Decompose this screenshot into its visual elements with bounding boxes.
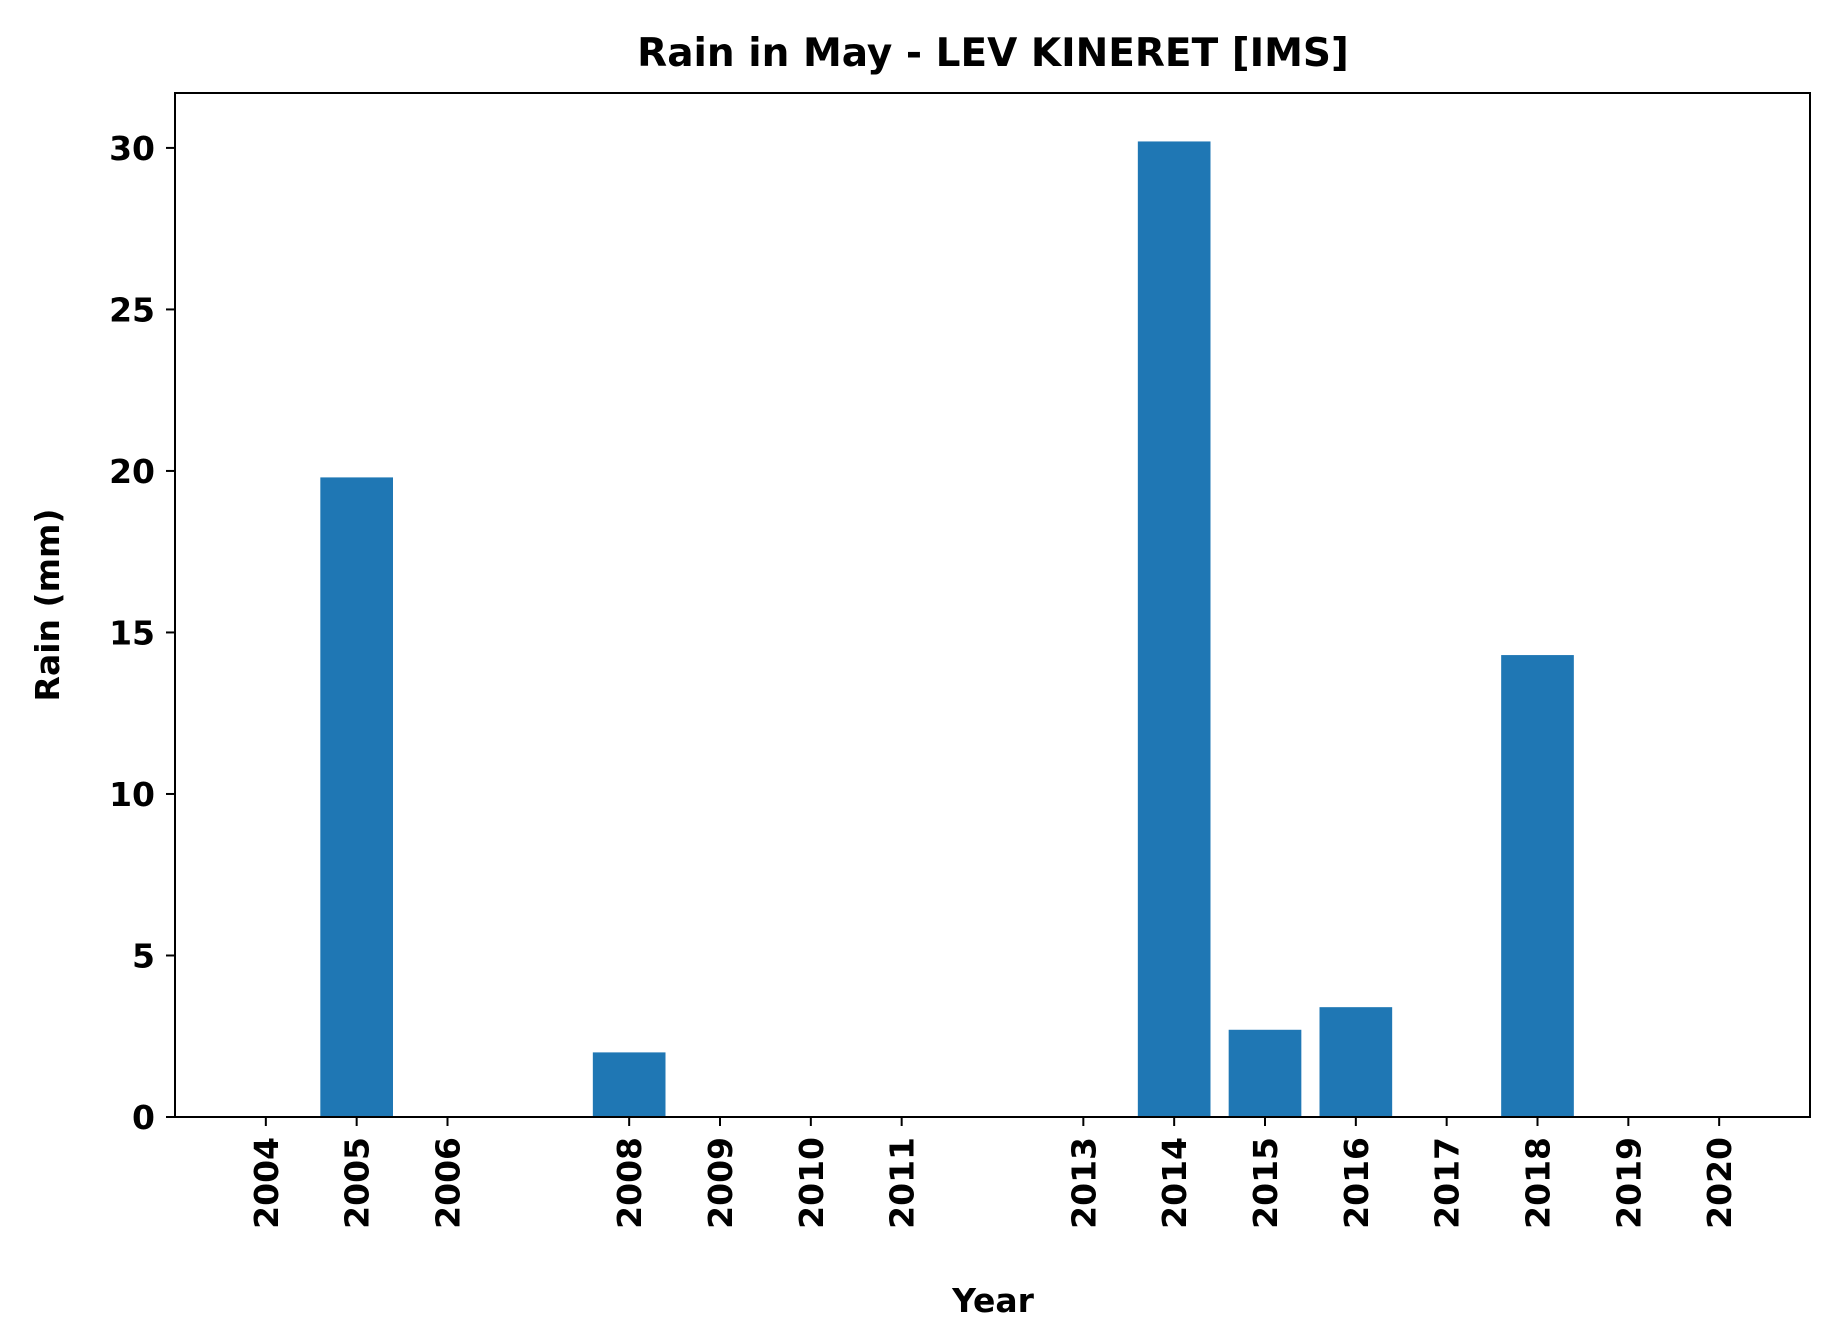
x-tick-label-2010: 2010 (792, 1137, 831, 1229)
x-tick-label-2008: 2008 (610, 1137, 649, 1229)
y-axis-label: Rain (mm) (28, 509, 67, 702)
bar-2008 (592, 1052, 666, 1117)
y-tick-label-0: 0 (132, 1098, 155, 1137)
bar-2015 (1228, 1029, 1302, 1117)
x-tick-label-2016: 2016 (1337, 1137, 1376, 1229)
x-tick-label-2011: 2011 (883, 1137, 922, 1229)
y-tick-label-15: 15 (109, 613, 155, 652)
x-tick-label-2013: 2013 (1064, 1137, 1103, 1229)
plot-area: 0 5 10 15 20 25 30 2004 2005 2006 2008 2009 2010 2011… (109, 92, 1811, 1229)
bar-2018 (1501, 655, 1574, 1117)
x-tick-label-2014: 2014 (1155, 1137, 1194, 1229)
x-tick-label-2009: 2009 (701, 1137, 740, 1229)
x-tick-label-2005: 2005 (338, 1137, 377, 1229)
x-tick-label-2006: 2006 (429, 1137, 468, 1229)
bar-2016 (1319, 1007, 1393, 1117)
x-tick-label-2017: 2017 (1428, 1137, 1467, 1229)
plot-frame (174, 92, 1811, 1118)
chart-title: Rain in May - LEV KINERET [IMS] (637, 31, 1349, 76)
y-tick-label-10: 10 (109, 775, 155, 814)
x-tick-label-2004: 2004 (247, 1137, 286, 1229)
x-tick-label-2020: 2020 (1700, 1137, 1739, 1229)
bar-2014 (1137, 141, 1211, 1117)
x-tick-label-2019: 2019 (1609, 1137, 1648, 1229)
x-tick-label-2015: 2015 (1246, 1137, 1285, 1229)
x-tick-label-2018: 2018 (1519, 1137, 1558, 1229)
x-axis-label: Year (951, 1281, 1035, 1320)
y-tick-label-25: 25 (109, 290, 155, 329)
bar-2005 (320, 477, 393, 1117)
y-tick-label-5: 5 (132, 936, 155, 975)
y-tick-label-20: 20 (109, 452, 155, 491)
y-tick-label-30: 30 (109, 129, 155, 168)
